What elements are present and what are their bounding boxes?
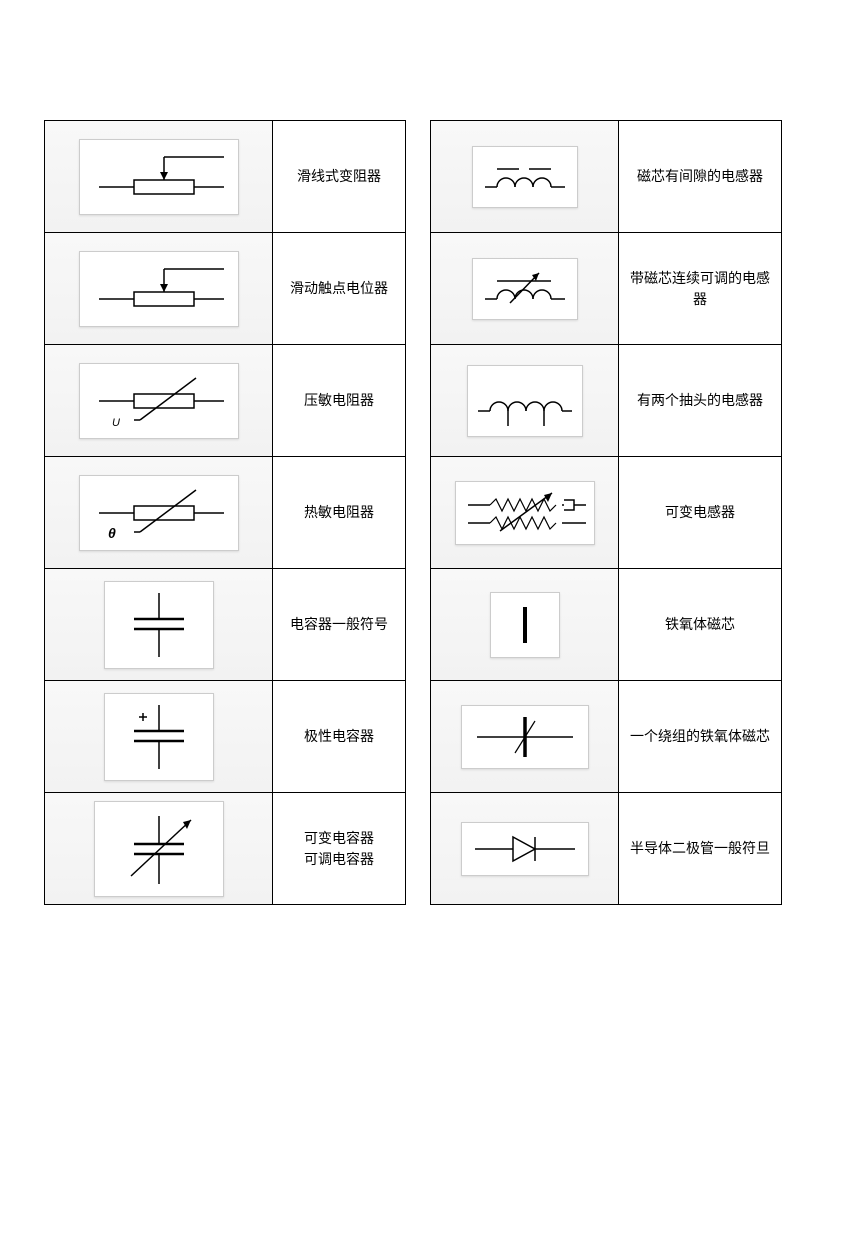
symbol-label: 滑动触点电位器: [273, 233, 405, 344]
diode-icon: [461, 822, 589, 876]
column-right: 磁芯有间隙的电感器 带磁芯连续可调的电感器 有两个抽头的电感器 可变电感器 铁氧…: [430, 120, 782, 905]
symbol-cell: [45, 681, 273, 792]
table-row: 磁芯有间隙的电感器: [431, 121, 781, 233]
inductor-adjustable-core-icon: [472, 258, 578, 320]
symbol-cell: [431, 569, 619, 680]
table-row: 铁氧体磁芯: [431, 569, 781, 681]
table-row: 有两个抽头的电感器: [431, 345, 781, 457]
svg-text:θ: θ: [108, 525, 116, 541]
symbol-label: 热敏电阻器: [273, 457, 405, 568]
polar-capacitor-icon: [104, 693, 214, 781]
table-row: 滑动触点电位器: [45, 233, 405, 345]
symbol-label: 铁氧体磁芯: [619, 569, 781, 680]
symbol-cell: [45, 569, 273, 680]
symbol-cell: [431, 121, 619, 232]
symbol-cell: [431, 233, 619, 344]
inductor-two-taps-icon: [467, 365, 583, 437]
symbol-label: 电容器一般符号: [273, 569, 405, 680]
symbol-label: 半导体二极管一般符旦: [619, 793, 781, 904]
table-row: 一个绕组的铁氧体磁芯: [431, 681, 781, 793]
table-row: 滑线式变阻器: [45, 121, 405, 233]
symbol-label: 带磁芯连续可调的电感器: [619, 233, 781, 344]
symbol-cell: [45, 793, 273, 904]
table-row: 带磁芯连续可调的电感器: [431, 233, 781, 345]
svg-text:U: U: [112, 417, 120, 429]
table-row: 极性电容器: [45, 681, 405, 793]
symbol-cell: [45, 233, 273, 344]
table-row: 可变电容器可调电容器: [45, 793, 405, 905]
column-left: 滑线式变阻器 滑动触点电位器 U 压敏电阻器 θ 热敏电阻器 电容器一般符号 极…: [44, 120, 406, 905]
symbol-cell: [431, 793, 619, 904]
inductor-gap-core-icon: [472, 146, 578, 208]
symbol-label: 一个绕组的铁氧体磁芯: [619, 681, 781, 792]
symbol-cell: [431, 457, 619, 568]
table-row: 电容器一般符号: [45, 569, 405, 681]
symbol-cell: [431, 681, 619, 792]
symbol-label: 压敏电阻器: [273, 345, 405, 456]
symbol-label: 有两个抽头的电感器: [619, 345, 781, 456]
capacitor-icon: [104, 581, 214, 669]
symbol-cell: [45, 121, 273, 232]
ferrite-core-icon: [490, 592, 560, 658]
symbol-label: 可变电容器可调电容器: [273, 793, 405, 904]
symbol-cell: U: [45, 345, 273, 456]
variable-inductor-icon: [455, 481, 595, 545]
rheostat-slider-icon: [79, 139, 239, 215]
variable-capacitor-icon: [94, 801, 224, 897]
table-row: θ 热敏电阻器: [45, 457, 405, 569]
thermistor-icon: θ: [79, 475, 239, 551]
symbol-label: 滑线式变阻器: [273, 121, 405, 232]
ferrite-core-winding-icon: [461, 705, 589, 769]
table-row: U 压敏电阻器: [45, 345, 405, 457]
symbol-label: 极性电容器: [273, 681, 405, 792]
symbol-label: 可变电感器: [619, 457, 781, 568]
symbol-table-container: 滑线式变阻器 滑动触点电位器 U 压敏电阻器 θ 热敏电阻器 电容器一般符号 极…: [0, 0, 860, 905]
symbol-cell: θ: [45, 457, 273, 568]
table-row: 可变电感器: [431, 457, 781, 569]
potentiometer-slider-icon: [79, 251, 239, 327]
symbol-cell: [431, 345, 619, 456]
symbol-label: 磁芯有间隙的电感器: [619, 121, 781, 232]
varistor-icon: U: [79, 363, 239, 439]
table-row: 半导体二极管一般符旦: [431, 793, 781, 905]
